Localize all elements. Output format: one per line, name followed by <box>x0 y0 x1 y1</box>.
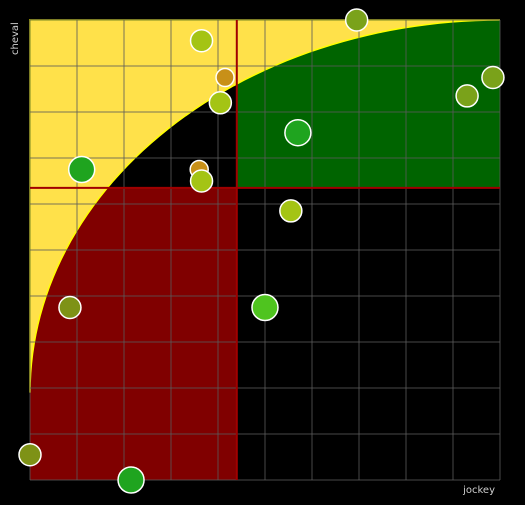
data-point <box>215 67 235 88</box>
data-point <box>455 84 479 108</box>
data-points <box>18 8 505 494</box>
data-point <box>189 28 214 53</box>
data-point <box>67 155 96 184</box>
data-point <box>284 118 312 147</box>
grid-lines <box>29 19 501 481</box>
data-point <box>58 295 82 320</box>
data-point <box>481 65 505 90</box>
yellow-zone <box>29 19 501 393</box>
data-point <box>208 91 233 115</box>
x-axis-label: jockey <box>462 485 495 496</box>
data-point <box>117 466 145 494</box>
data-point <box>18 442 42 467</box>
data-point <box>279 199 303 223</box>
data-point <box>189 169 214 193</box>
y-axis-label: cheval <box>10 22 21 55</box>
data-point <box>251 293 279 322</box>
data-point <box>344 8 369 32</box>
